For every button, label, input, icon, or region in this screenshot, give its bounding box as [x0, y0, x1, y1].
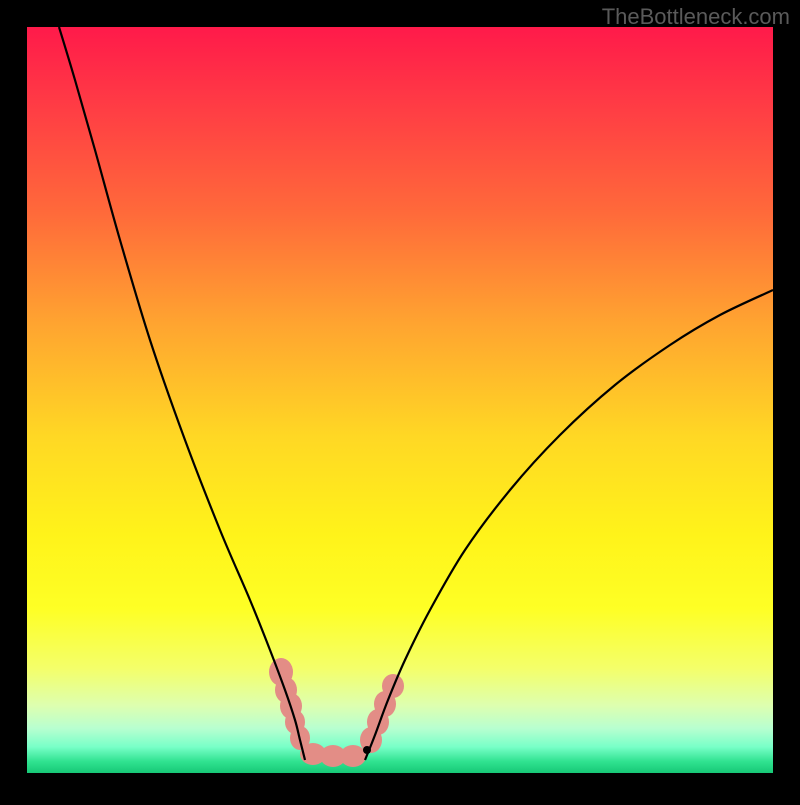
plot-background	[27, 27, 773, 773]
marker-blob	[340, 745, 366, 767]
bottleneck-chart-svg	[0, 0, 800, 800]
watermark-text: TheBottleneck.com	[602, 4, 790, 30]
chart-container: TheBottleneck.com	[0, 0, 800, 800]
